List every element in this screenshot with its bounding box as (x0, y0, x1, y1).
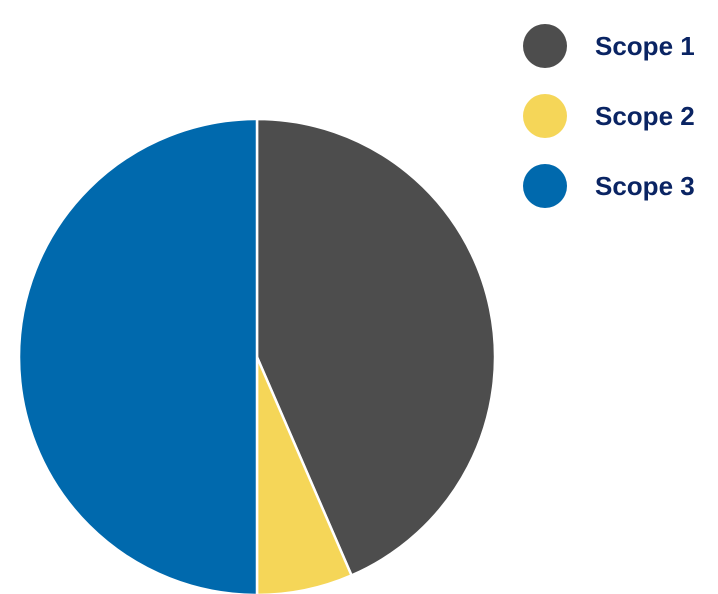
legend: Scope 1 Scope 2 Scope 3 (523, 24, 695, 234)
legend-label-scope-2: Scope 2 (595, 100, 695, 131)
legend-item-scope-2: Scope 2 (523, 94, 695, 138)
pie-slices (17, 117, 497, 594)
pie-slice-scope-1 (255, 117, 497, 577)
pie-slice-scope-3 (17, 117, 259, 594)
legend-swatch-scope-3 (523, 164, 567, 208)
legend-label-scope-1: Scope 1 (595, 30, 695, 61)
legend-item-scope-1: Scope 1 (523, 24, 695, 68)
pie-slice-scope-2 (255, 355, 353, 594)
legend-item-scope-3: Scope 3 (523, 164, 695, 208)
legend-swatch-scope-2 (523, 94, 567, 138)
legend-swatch-scope-1 (523, 24, 567, 68)
legend-label-scope-3: Scope 3 (595, 170, 695, 201)
